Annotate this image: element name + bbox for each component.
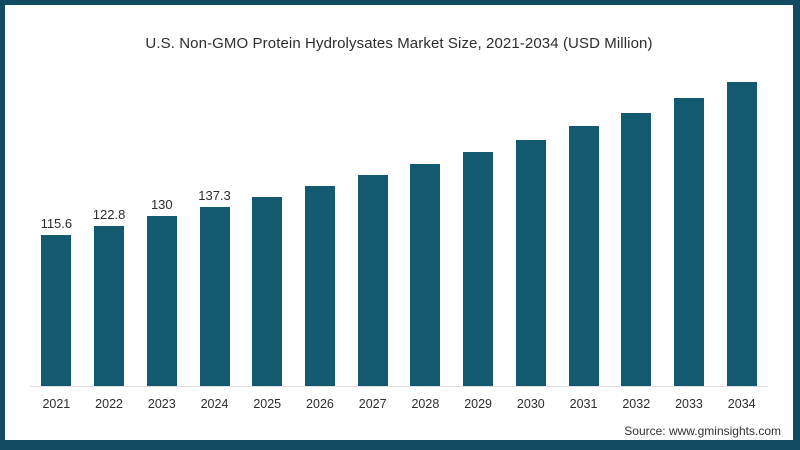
x-axis-label: 2033: [675, 397, 703, 411]
bar: [304, 186, 335, 386]
bar-slot: [241, 80, 294, 386]
x-axis-label: 2034: [727, 397, 756, 411]
bar: [463, 152, 494, 386]
bar-slot: 122.8: [83, 80, 136, 386]
bar: [621, 113, 652, 386]
bars-row: 115.6 122.8 130 137.3: [30, 80, 768, 387]
bar-slot: [610, 80, 663, 386]
bar: [357, 175, 388, 386]
bar-slot: [294, 80, 347, 386]
x-axis-label: 2028: [411, 397, 440, 411]
bar-slot: 137.3: [188, 80, 241, 386]
bar-slot: [346, 80, 399, 386]
x-axis-label: 2029: [464, 397, 493, 411]
bar-slot: [663, 80, 716, 386]
bar-value-label: 115.6: [40, 216, 73, 231]
bar: [41, 235, 72, 386]
chart-title: U.S. Non-GMO Protein Hydrolysates Market…: [145, 35, 653, 52]
x-axis-label: 2031: [569, 397, 598, 411]
bar: [94, 226, 125, 386]
bar-slot: [504, 80, 557, 386]
x-axis-label: 2023: [147, 397, 176, 411]
bar-value-label: 130: [150, 197, 173, 212]
bar-slot: [399, 80, 452, 386]
bar-slot: 130: [135, 80, 188, 386]
bar: [199, 207, 230, 386]
bar: [252, 197, 283, 386]
bar: [673, 98, 704, 386]
x-axis-label: 2024: [200, 397, 229, 411]
x-axis-label: 2032: [622, 397, 651, 411]
bar-slot: [452, 80, 505, 386]
x-axis-label: 2027: [358, 397, 387, 411]
x-axis-label: 2021: [42, 397, 71, 411]
bar-slot: [557, 80, 610, 386]
bar-value-label: 137.3: [198, 188, 231, 203]
bar: [410, 164, 441, 386]
x-axis-label: 2030: [516, 397, 545, 411]
bar-value-label: 122.8: [92, 207, 126, 222]
source-text: Source: www.gminsights.com: [624, 424, 781, 438]
x-axis-label: 2022: [95, 397, 123, 411]
bar: [515, 140, 546, 386]
x-axis-row: 2021 2022 2023 2024 2025 2026 2027 2028 2029 2030…: [30, 391, 768, 411]
x-axis-label: 2026: [306, 397, 334, 411]
bar-slot: 115.6: [30, 80, 83, 386]
bar: [146, 216, 177, 386]
bar-slot: [715, 80, 768, 386]
x-axis-label: 2025: [253, 397, 282, 411]
bar: [568, 126, 599, 386]
bar: [726, 82, 757, 386]
